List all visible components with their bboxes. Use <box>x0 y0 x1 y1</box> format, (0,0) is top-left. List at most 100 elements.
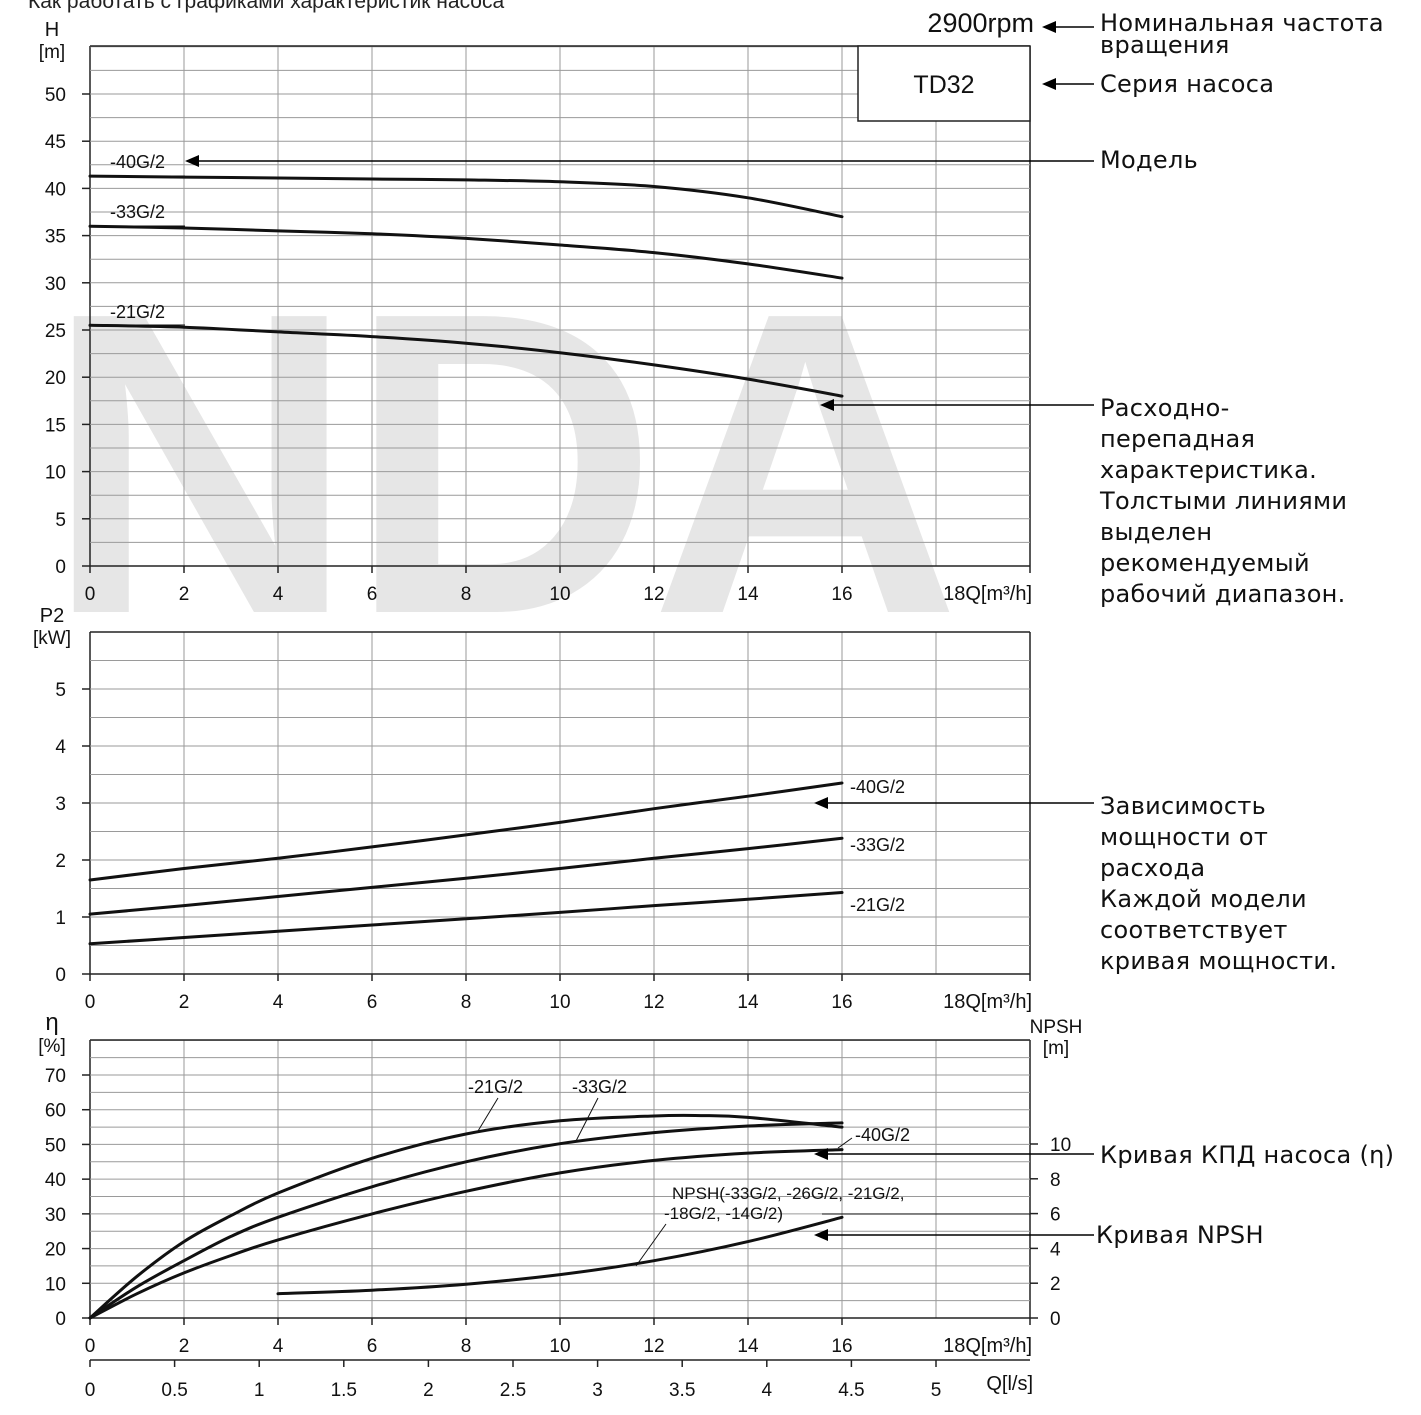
panel-3-ytick-label-10: 10 <box>45 1274 66 1295</box>
panel-1-xtick-label-10: 10 <box>549 584 570 605</box>
panel-2-series-21g-2 <box>88 891 844 946</box>
panel-3-series-leader-2 <box>575 1097 599 1142</box>
panel-2-xtick-label-6: 6 <box>367 992 378 1013</box>
panel-3-y2tick-label-10: 10 <box>1050 1135 1071 1156</box>
panel-2-series-label-2: -33G/2 <box>850 835 905 855</box>
annotation-power-line5: соответствует <box>1100 916 1288 944</box>
panel-1-ytick-label-45: 45 <box>45 132 66 153</box>
panel-3-series-label-2: -33G/2 <box>572 1077 627 1097</box>
panel-2-xtick-label-4: 4 <box>273 992 284 1013</box>
arrow-speed-head <box>1042 21 1056 33</box>
panel-3-series-label-1: -21G/2 <box>468 1077 523 1097</box>
panel-1-ytick-label-15: 15 <box>45 415 66 436</box>
panel-3-ytick-label-20: 20 <box>45 1240 66 1261</box>
annotation-rated-speed: Номинальная частота вращения <box>1100 9 1384 59</box>
panel-1-ytick-label-5: 5 <box>55 510 66 531</box>
annotation-power-line2: мощности от <box>1100 823 1269 851</box>
panel-3-xtick-label-10: 10 <box>549 1336 570 1357</box>
annotation-power-line1: Зависимость <box>1100 792 1267 820</box>
panel-3-ytick-label-50: 50 <box>45 1135 66 1156</box>
panel-3-npsh-leader <box>635 1223 667 1267</box>
panel-3-series-leader-1 <box>477 1097 499 1132</box>
panel-3-npsh-label-line1: NPSH(-33G/2, -26G/2, -21G/2, <box>672 1184 904 1203</box>
panel-3-y2tick-label-4: 4 <box>1050 1239 1061 1260</box>
panel-3-series-33g-2 <box>88 1121 844 1320</box>
panel-1-ytick-label-40: 40 <box>45 179 66 200</box>
annotation-head-line3: характеристика. <box>1100 456 1318 484</box>
panel-2-ytick-label-1: 1 <box>55 908 66 929</box>
panel-1-series-label-3: -21G/2 <box>110 302 165 322</box>
panel-3-xtick-label-8: 8 <box>461 1336 472 1357</box>
annotation-power-line3: расхода <box>1100 854 1206 882</box>
annotation-head-line4: Толстыми линиями <box>1100 487 1348 515</box>
panel-1-xlabel: 18Q[m³/h] <box>943 583 1032 605</box>
panel-3-y2label-name: NPSH <box>1030 1017 1083 1038</box>
panel-3-xtick-label-0: 0 <box>85 1336 96 1357</box>
panel-2-xtick-label-2: 2 <box>179 992 190 1013</box>
panel-3-y2tick-label-0: 0 <box>1050 1309 1061 1330</box>
annotation-rated-speed-line1: Номинальная частота <box>1100 9 1384 37</box>
panel-1-series-label-2: -33G/2 <box>110 202 165 222</box>
panel-3-series-npsh-33g-2-26g-2-21g-2-18g-2-14g-2 <box>276 1215 844 1296</box>
annotation-power-line4: Каждой модели <box>1100 885 1307 913</box>
secondary-xtick-label-3.5: 3.5 <box>669 1380 695 1401</box>
panel-3-xtick-label-4: 4 <box>273 1336 284 1357</box>
panel-3-ylabel-unit: [%] <box>38 1036 65 1057</box>
panel-3-series-leader-3 <box>837 1137 853 1149</box>
panel-3-xlabel: 18Q[m³/h] <box>943 1335 1032 1357</box>
secondary-xtick-label-1.5: 1.5 <box>331 1380 357 1401</box>
panel-1 <box>82 45 1031 573</box>
secondary-xtick-label-2: 2 <box>423 1380 434 1401</box>
panel-2-xtick-label-8: 8 <box>461 992 472 1013</box>
panel-2-ylabel-unit: [kW] <box>33 628 71 649</box>
annotation-head-line6: рекомендуемый <box>1100 549 1310 577</box>
annotation-power: Зависимость мощности от расхода Каждой м… <box>1100 791 1337 977</box>
panel-3-y2tick-label-2: 2 <box>1050 1274 1061 1295</box>
secondary-xtick-label-5: 5 <box>931 1380 942 1401</box>
secondary-xtick-label-1: 1 <box>254 1380 265 1401</box>
panel-3-ytick-label-30: 30 <box>45 1205 66 1226</box>
panel-3-y2tick-label-6: 6 <box>1050 1205 1061 1226</box>
panel-1-ytick-label-50: 50 <box>45 85 66 106</box>
annotation-efficiency: Кривая КПД насоса (η) <box>1100 1141 1395 1169</box>
panel-3-ylabel-symbol: η <box>45 1009 58 1036</box>
annotation-rated-speed-line2: вращения <box>1100 31 1230 59</box>
panel-2-ytick-label-5: 5 <box>55 680 66 701</box>
series-box <box>857 45 1031 122</box>
panel-1-ytick-label-20: 20 <box>45 368 66 389</box>
panel-2-xtick-label-16: 16 <box>831 992 852 1013</box>
secondary-xtick-label-4: 4 <box>762 1380 773 1401</box>
secondary-xtick-label-3: 3 <box>592 1380 603 1401</box>
panel-1-xtick-label-2: 2 <box>179 584 190 605</box>
panel-1-series-33g-2 <box>88 224 844 280</box>
panel-2-ytick-label-2: 2 <box>55 851 66 872</box>
panel-3-ytick-label-60: 60 <box>45 1101 66 1122</box>
panel-3-npsh-label-line2: -18G/2, -14G/2) <box>664 1204 783 1223</box>
panel-3-xtick-label-14: 14 <box>737 1336 759 1357</box>
panel-3-y2label-unit: [m] <box>1043 1038 1069 1059</box>
panel-1-series-40g-2 <box>88 174 844 219</box>
panel-2-xtick-label-12: 12 <box>643 992 664 1013</box>
arrow-series-head <box>1042 78 1056 90</box>
annotation-head-line2: перепадная <box>1100 425 1256 453</box>
panel-2-ytick-label-3: 3 <box>55 794 66 815</box>
panel-1-xtick-label-16: 16 <box>831 584 852 605</box>
panel-2 <box>82 631 1031 981</box>
arrow-efficiency-head <box>814 1148 828 1160</box>
panel-2-ytick-label-4: 4 <box>55 737 66 758</box>
panel-2-xtick-label-14: 14 <box>737 992 759 1013</box>
panel-1-ylabel-unit: [m] <box>39 42 65 63</box>
secondary-xtick-label-4.5: 4.5 <box>838 1380 864 1401</box>
arrow-model-head <box>185 155 199 167</box>
panel-3-xtick-label-2: 2 <box>179 1336 190 1357</box>
panel-3-ytick-label-40: 40 <box>45 1170 66 1191</box>
panel-1-xtick-label-8: 8 <box>461 584 472 605</box>
panel-2-xtick-label-0: 0 <box>85 992 96 1013</box>
panel-2-xlabel: 18Q[m³/h] <box>943 991 1032 1013</box>
panel-1-xtick-label-4: 4 <box>273 584 284 605</box>
panel-3-series-21g-2 <box>88 1113 844 1320</box>
annotation-head-line5: выделен <box>1100 518 1213 546</box>
panel-1-xtick-label-14: 14 <box>737 584 759 605</box>
annotation-head: Расходно- перепадная характеристика. Тол… <box>1100 393 1347 610</box>
